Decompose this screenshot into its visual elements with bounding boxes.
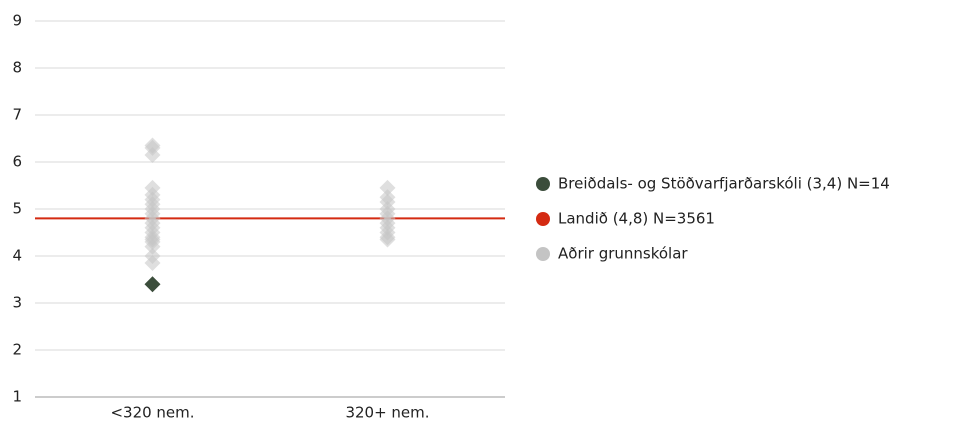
y-tick-label: 4 [12, 247, 22, 265]
y-tick-label: 5 [12, 200, 22, 218]
y-tick-label: 8 [12, 59, 22, 77]
point [379, 231, 396, 248]
legend-marker [536, 177, 550, 191]
point [144, 276, 161, 293]
legend-label: Aðrir grunnskólar [558, 245, 688, 263]
legend-label: Breiðdals- og Stöðvarfjarðarskóli (3,4) … [558, 175, 890, 193]
y-tick-label: 7 [12, 106, 22, 124]
legend-marker [536, 212, 550, 226]
y-tick-label: 6 [12, 153, 22, 171]
y-tick-label: 2 [12, 341, 22, 359]
point [144, 238, 161, 255]
point [379, 179, 396, 196]
x-tick-label: <320 nem. [110, 404, 194, 422]
legend-label: Landið (4,8) N=3561 [558, 210, 715, 228]
y-tick-label: 3 [12, 294, 22, 312]
point [144, 255, 161, 272]
y-tick-label: 1 [12, 388, 22, 406]
point [144, 146, 161, 163]
y-tick-label: 9 [12, 12, 22, 30]
legend-marker [536, 247, 550, 261]
x-tick-label: 320+ nem. [345, 404, 429, 422]
